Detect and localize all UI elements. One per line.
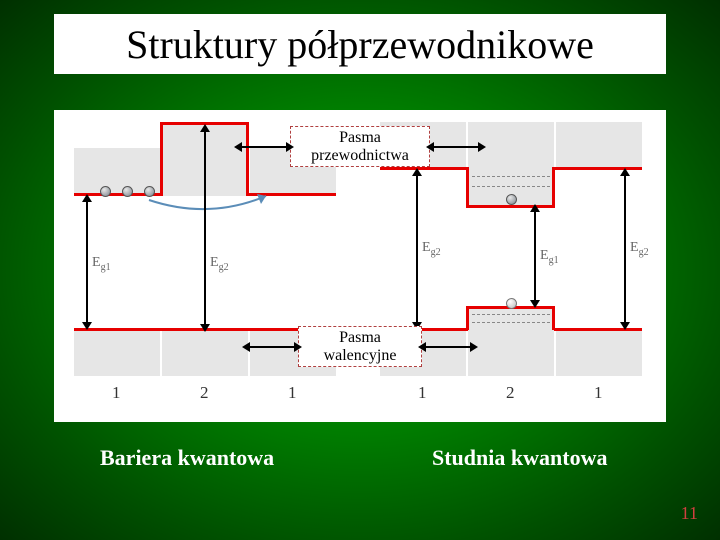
caption-right: Studnia kwantowa [432,445,607,471]
callout-text: Pasma przewodnictwa [311,129,409,164]
eg2-label-r: Eg2 [422,240,441,258]
callout-text: Pasma walencyjne [324,329,397,364]
region-num: 1 [418,383,427,403]
bandgap-arrow-eg1 [534,210,536,302]
hole-icon [506,298,517,309]
callout-arrow-left [248,346,296,348]
bandgap-arrow-eg2 [204,130,206,326]
page-number: 11 [681,503,698,524]
diagram-panel: Eg1 Eg2 1 2 1 [54,110,666,422]
page-title: Struktury półprzewodnikowe [126,21,594,68]
eg1-label-r: Eg1 [540,248,559,266]
quantized-level [472,186,550,187]
callout-arrow-right [424,346,472,348]
valence-band-callout: Pasma walencyjne [298,326,422,367]
region-num: 1 [594,383,603,403]
electron-icon [122,186,133,197]
quantized-level [472,322,550,323]
tunneling-arrow-icon [144,182,274,222]
callout-arrow-left [240,146,288,148]
vb-region-2 [162,328,248,376]
region-num: 2 [200,383,209,403]
region-num: 1 [288,383,297,403]
callout-arrow-right [432,146,480,148]
caption-left: Bariera kwantowa [100,445,274,471]
electron-icon [506,194,517,205]
region-num: 2 [506,383,515,403]
vb-region-2-well [468,306,554,376]
eg1-label: Eg1 [92,255,111,273]
region-num: 1 [112,383,121,403]
bandgap-arrow-eg2 [416,174,418,324]
title-box: Struktury półprzewodnikowe [54,14,666,74]
cb-region-3 [556,122,642,170]
bandgap-arrow-eg2b [624,174,626,324]
eg2-label: Eg2 [210,255,229,273]
conduction-band-callout: Pasma przewodnictwa [290,126,430,167]
electron-icon [100,186,111,197]
quantized-level [472,314,550,315]
bandgap-arrow-eg1 [86,200,88,324]
quantized-level [472,176,550,177]
eg2-label-r2: Eg2 [630,240,649,258]
vb-region-1 [74,328,160,376]
vb-region-3 [556,328,642,376]
